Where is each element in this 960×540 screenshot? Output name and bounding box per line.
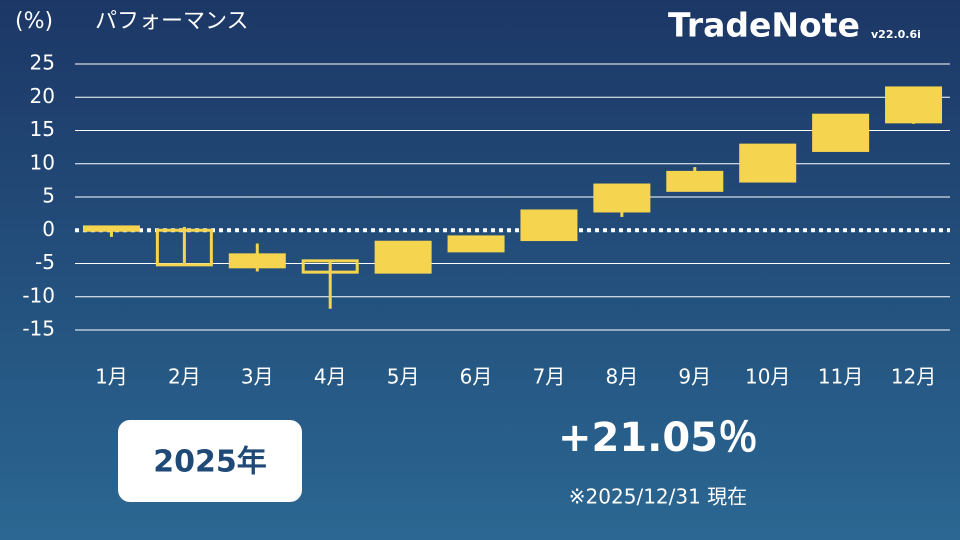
candle-body	[447, 235, 505, 253]
year-badge	[118, 420, 302, 502]
y-tick-label: -15	[22, 317, 55, 341]
candle-body	[666, 170, 724, 192]
candle-body	[593, 183, 651, 213]
y-tick-label: 5	[42, 184, 55, 208]
y-tick-label: 10	[30, 150, 55, 174]
y-tick-label: 20	[30, 84, 55, 108]
candle-body	[739, 143, 797, 183]
x-tick-label: 11月	[818, 365, 863, 389]
y-tick-label: 15	[30, 117, 55, 141]
candle-body	[885, 86, 943, 124]
y-unit: (%)	[15, 9, 53, 34]
candle-body	[520, 209, 578, 242]
x-tick-label: 2月	[168, 365, 201, 389]
candle-body	[301, 259, 359, 274]
x-tick-label: 6月	[460, 365, 493, 389]
y-tick-label: -10	[22, 283, 55, 307]
x-tick-label: 7月	[533, 365, 566, 389]
candle-body	[155, 228, 213, 267]
x-tick-label: 3月	[241, 365, 274, 389]
year-label: 2025年	[153, 445, 267, 480]
x-tick-label: 8月	[606, 365, 639, 389]
app-name: TradeNote	[668, 6, 860, 45]
candle-body	[228, 253, 286, 269]
x-tick-label: 5月	[387, 365, 420, 389]
x-tick-label: 12月	[891, 365, 936, 389]
x-tick-label: 4月	[314, 365, 347, 389]
candle-body	[812, 113, 870, 152]
y-tick-label: 0	[42, 217, 55, 241]
y-tick-label: 25	[30, 51, 55, 75]
chart-title: パフォーマンス	[95, 9, 249, 34]
app-version: v22.0.6i	[871, 28, 921, 41]
x-tick-label: 9月	[678, 365, 711, 389]
x-tick-label: 1月	[95, 365, 128, 389]
candle-body	[374, 240, 432, 274]
total-return: +21.05％	[558, 415, 758, 461]
y-tick-label: -5	[35, 250, 55, 274]
x-tick-label: 10月	[745, 365, 790, 389]
candle-body	[82, 225, 140, 232]
as-of-date: ※2025/12/31 現在	[569, 485, 747, 509]
